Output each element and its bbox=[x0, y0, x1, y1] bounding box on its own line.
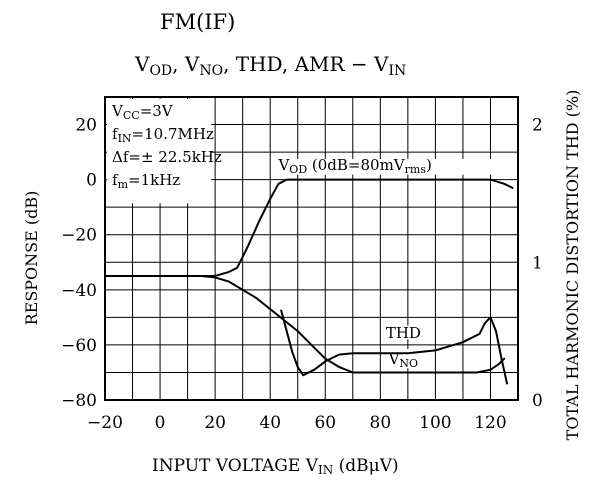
plot-frame bbox=[104, 96, 519, 401]
series-labels: VOD (0dB=80mVrms) VNO THD bbox=[277, 156, 431, 370]
y-right-tick-label: 0 bbox=[532, 391, 543, 411]
x-tick-label: 120 bbox=[474, 413, 506, 433]
x-tick-label: 100 bbox=[419, 413, 451, 433]
series-label-vno: VNO bbox=[388, 350, 419, 370]
y-right-tick-label: 1 bbox=[532, 253, 543, 273]
x-tick-label: 20 bbox=[204, 413, 226, 433]
thd-label-bg bbox=[383, 325, 425, 340]
x-tick-label: 40 bbox=[259, 413, 281, 433]
condition-text: fm=1kHz bbox=[112, 171, 180, 191]
x-tick-label: 80 bbox=[370, 413, 392, 433]
chart-title-line2: VOD, VNO, THD, AMR − VIN bbox=[134, 52, 406, 79]
series-line-thd bbox=[280, 309, 508, 385]
condition-text: VCC=3V bbox=[111, 102, 174, 122]
condition-text: fIN=10.7MHz bbox=[112, 125, 214, 145]
chart-title-line1: FM(IF) bbox=[160, 10, 235, 34]
y-left-tick-label: 0 bbox=[86, 171, 97, 191]
y-left-tick-label: −60 bbox=[61, 336, 97, 356]
y-left-tick-label: 20 bbox=[75, 116, 97, 136]
x-axis-label: INPUT VOLTAGE VIN (dBμV) bbox=[152, 456, 399, 477]
series-group bbox=[104, 178, 514, 385]
x-tick-label: 60 bbox=[314, 413, 336, 433]
series-label-thd: THD bbox=[386, 324, 421, 342]
y-right-axis-label: TOTAL HARMONIC DISTORTION THD (%) bbox=[563, 90, 582, 441]
y-right-tick-label: 2 bbox=[532, 116, 543, 136]
series-label-vod: VOD (0dB=80mVrms) bbox=[277, 156, 431, 176]
y-left-tick-label: −80 bbox=[61, 391, 97, 411]
conditions-box: VCC=3V fIN=10.7MHz Δf=± 22.5kHz fm=1kHz bbox=[111, 102, 222, 191]
x-tick-label: 0 bbox=[155, 413, 166, 433]
series-line-vod bbox=[104, 178, 514, 277]
y-left-tick-label: −20 bbox=[61, 226, 97, 246]
condition-text: Δf=± 22.5kHz bbox=[112, 148, 222, 166]
y-right-tick-labels: 2 1 0 bbox=[532, 116, 543, 411]
y-left-tick-label: −40 bbox=[61, 281, 97, 301]
vod-label-bg bbox=[275, 158, 494, 175]
plot-area: VCC=3V fIN=10.7MHz Δf=± 22.5kHz fm=1kHz VOD… bbox=[104, 96, 519, 401]
series-line-vno bbox=[104, 275, 506, 374]
y-left-axis-label: RESPONSE (dB) bbox=[22, 191, 41, 326]
y-left-tick-labels: 20 0 −20 −40 −60 −80 bbox=[61, 116, 97, 411]
conditions-box-bg bbox=[107, 99, 212, 204]
x-tick-label: −20 bbox=[87, 413, 123, 433]
x-tick-labels: −20 0 20 40 60 80 100 120 bbox=[87, 413, 507, 433]
